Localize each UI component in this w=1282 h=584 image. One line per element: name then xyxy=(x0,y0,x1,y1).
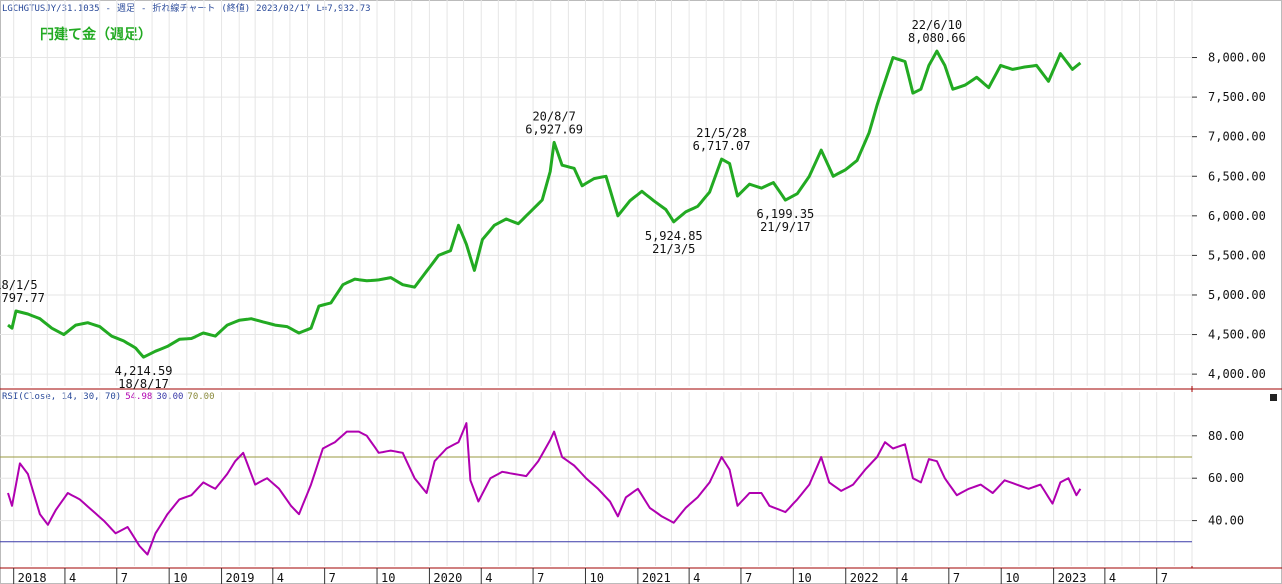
xaxis-tick-label: 4 xyxy=(485,571,492,584)
header-sep: - xyxy=(140,4,147,14)
chart-title: 円建て金（週足） xyxy=(40,27,152,43)
xaxis-tick-label: 7 xyxy=(745,571,752,584)
xaxis-tick-label: 4 xyxy=(901,571,908,584)
xaxis-tick-label: 2018 xyxy=(18,571,47,584)
price-series-line xyxy=(7,49,1082,359)
price-ytick-label: 7,000.00 xyxy=(1208,130,1266,144)
annotation-value: 6,199.35 xyxy=(756,207,814,221)
rsi-label: RSI(Close, 14, 30, 70) xyxy=(2,392,122,402)
xaxis-tick-label: 4 xyxy=(693,571,700,584)
xaxis-tick-label: 7 xyxy=(537,571,544,584)
rsi-ytick-label: 60.00 xyxy=(1208,471,1244,485)
chart-header: LGCHGTUSJY/31.1035- 週足 - 折れ線チャート (終値) 2023/02… xyxy=(2,1,377,14)
annotation-date: 22/6/10 xyxy=(912,18,963,32)
rsi-upper: 70.00 xyxy=(187,392,215,402)
xaxis-tick-label: 2023 xyxy=(1058,571,1087,584)
period-label: 週足 xyxy=(116,4,135,14)
xaxis-tick-label: 4 xyxy=(69,571,76,584)
rsi-value: 54.98 xyxy=(125,392,153,402)
price-ytick-label: 5,000.00 xyxy=(1208,288,1266,302)
price-ytick-label: 6,000.00 xyxy=(1208,209,1266,223)
rsi-ytick-label: 40.00 xyxy=(1208,514,1244,528)
annotation-date: 18/8/17 xyxy=(118,377,169,391)
xaxis-tick-label: 7 xyxy=(329,571,336,584)
rsi-series-line xyxy=(7,422,1082,556)
xaxis-tick-label: 2022 xyxy=(850,571,879,584)
price-ytick-label: 4,000.00 xyxy=(1208,367,1266,381)
xaxis-tick-label: 4 xyxy=(1109,571,1116,584)
xaxis-tick-label: 10 xyxy=(589,571,603,584)
annotation-date: 21/5/28 xyxy=(696,126,747,140)
annotation-value: 4,214.59 xyxy=(115,364,173,378)
annotation-value: 6,717.07 xyxy=(693,139,751,153)
chart-kind-label: 折れ線チャート xyxy=(152,4,216,14)
price-ytick-label: 4,500.00 xyxy=(1208,328,1266,342)
price-ytick-label: 7,500.00 xyxy=(1208,90,1266,104)
symbol-label: LGCHGTUSJY/31.1035 xyxy=(2,4,100,14)
xaxis-tick-label: 2021 xyxy=(642,571,671,584)
rsi-lower: 30.00 xyxy=(156,392,184,402)
header-sep: - xyxy=(105,4,111,14)
annotation-date: 20/8/7 xyxy=(532,109,575,123)
rsi-header: RSI(Close, 14, 30, 70) 54.98 30.00 70.00 xyxy=(2,392,219,402)
annotation-date: 18/1/5 xyxy=(0,278,38,292)
price-ytick-label: 8,000.00 xyxy=(1208,51,1266,65)
xaxis-tick-label: 2020 xyxy=(433,571,462,584)
xaxis-tick-label: 10 xyxy=(381,571,395,584)
price-ytick-label: 5,500.00 xyxy=(1208,248,1266,262)
last-price-label: L=7,932.73 xyxy=(316,4,371,14)
annotation-value: 8,080.66 xyxy=(908,31,966,45)
xaxis-tick-label: 10 xyxy=(797,571,811,584)
xaxis-tick-label: 10 xyxy=(173,571,187,584)
xaxis-tick-label: 7 xyxy=(953,571,960,584)
rsi-ytick-label: 80.00 xyxy=(1208,429,1244,443)
annotation-date: 21/3/5 xyxy=(652,242,695,256)
xaxis-tick-label: 10 xyxy=(1005,571,1019,584)
xaxis-tick-label: 7 xyxy=(121,571,128,584)
xaxis-tick-label: 7 xyxy=(1161,571,1168,584)
xaxis-tick-label: 2019 xyxy=(226,571,255,584)
date-label: 2023/02/17 xyxy=(256,4,311,14)
xaxis-tick-label: 4 xyxy=(277,571,284,584)
annotation-value: 6,927.69 xyxy=(525,122,583,136)
annotation-value: 5,924.85 xyxy=(645,229,703,243)
close-panel-icon[interactable] xyxy=(1270,394,1277,401)
annotation-value: 4,797.77 xyxy=(0,291,45,305)
annotation-date: 21/9/17 xyxy=(760,220,811,234)
price-ytick-label: 6,500.00 xyxy=(1208,169,1266,183)
price-kind-label: (終値) xyxy=(221,4,251,14)
